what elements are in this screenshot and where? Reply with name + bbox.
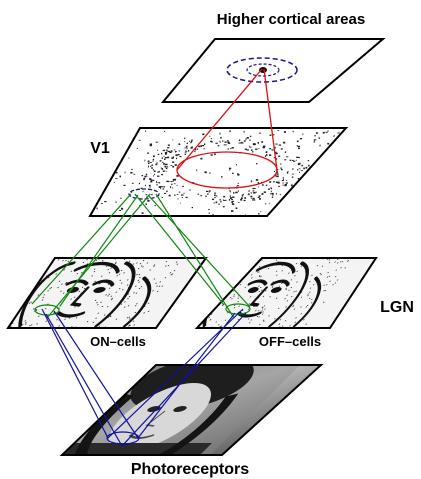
v1-label: V1 xyxy=(90,140,110,157)
higher-cortical-label: Higher cortical areas xyxy=(217,11,365,28)
on-cells-label: ON–cells xyxy=(90,334,146,349)
v1-ring xyxy=(128,188,160,200)
red-projection xyxy=(176,68,278,189)
higher-ring-outer xyxy=(226,57,298,83)
higher-focus-dot xyxy=(259,67,267,73)
lgn-on-plane xyxy=(6,257,208,329)
blue-projection xyxy=(41,308,247,447)
off-cells-label: OFF–cells xyxy=(259,334,321,349)
higher-ring-inner xyxy=(246,63,280,77)
green-projection xyxy=(31,193,251,319)
v1-plane xyxy=(88,127,349,217)
lgn-label: LGN xyxy=(380,299,414,316)
photoreceptor-plane xyxy=(59,364,324,456)
photoreceptors-label: Photoreceptors xyxy=(131,461,249,478)
v1-texture xyxy=(95,130,346,216)
higher-cortical-plane xyxy=(160,38,386,103)
